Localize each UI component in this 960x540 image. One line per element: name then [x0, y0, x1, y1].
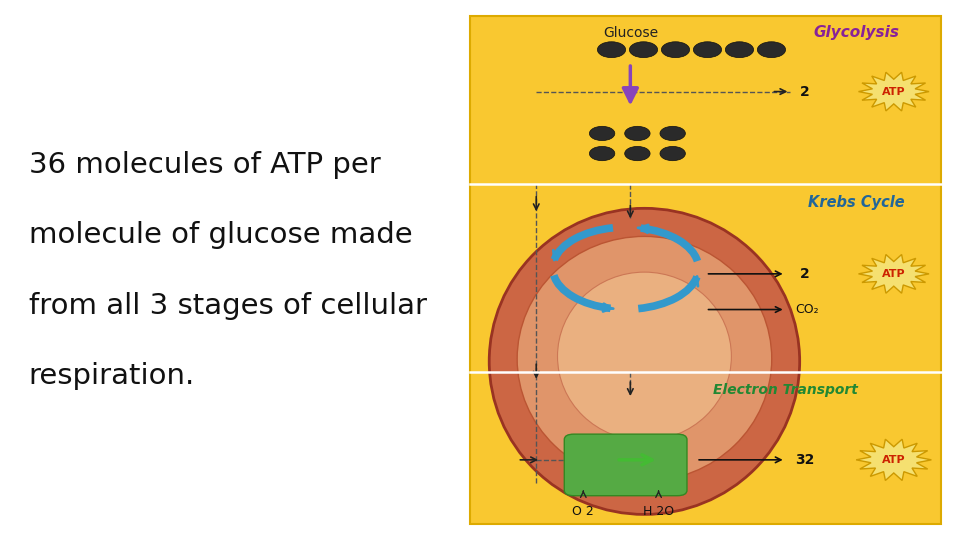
Text: ATP: ATP	[882, 455, 905, 465]
Text: CO₂: CO₂	[795, 303, 819, 316]
Circle shape	[693, 42, 722, 58]
Ellipse shape	[558, 272, 732, 441]
Ellipse shape	[517, 237, 772, 481]
Circle shape	[625, 146, 650, 161]
Polygon shape	[856, 439, 931, 481]
Circle shape	[597, 42, 626, 58]
Text: ATP: ATP	[882, 86, 905, 97]
Circle shape	[625, 126, 650, 140]
Text: H 2O: H 2O	[643, 505, 674, 518]
Text: Electron Transport: Electron Transport	[713, 383, 858, 397]
FancyBboxPatch shape	[470, 16, 941, 524]
Circle shape	[660, 146, 685, 161]
Text: ATP: ATP	[882, 269, 905, 279]
Text: Glycolysis: Glycolysis	[813, 25, 900, 40]
Circle shape	[589, 126, 614, 140]
Text: Krebs Cycle: Krebs Cycle	[807, 195, 904, 210]
Circle shape	[630, 42, 658, 58]
Circle shape	[661, 42, 689, 58]
Text: 2: 2	[800, 85, 809, 99]
Polygon shape	[858, 72, 929, 111]
Circle shape	[726, 42, 754, 58]
Text: Glucose: Glucose	[603, 26, 658, 40]
FancyBboxPatch shape	[564, 434, 687, 496]
Text: 2: 2	[800, 267, 809, 281]
Circle shape	[660, 126, 685, 140]
Text: 32: 32	[795, 453, 814, 467]
Text: from all 3 stages of cellular: from all 3 stages of cellular	[29, 292, 427, 320]
Circle shape	[589, 146, 614, 161]
Ellipse shape	[490, 208, 800, 515]
Circle shape	[757, 42, 785, 58]
Text: molecule of glucose made: molecule of glucose made	[29, 221, 413, 249]
Text: O 2: O 2	[572, 505, 594, 518]
Text: respiration.: respiration.	[29, 362, 195, 390]
Polygon shape	[858, 254, 929, 293]
Text: 36 molecules of ATP per: 36 molecules of ATP per	[29, 151, 380, 179]
